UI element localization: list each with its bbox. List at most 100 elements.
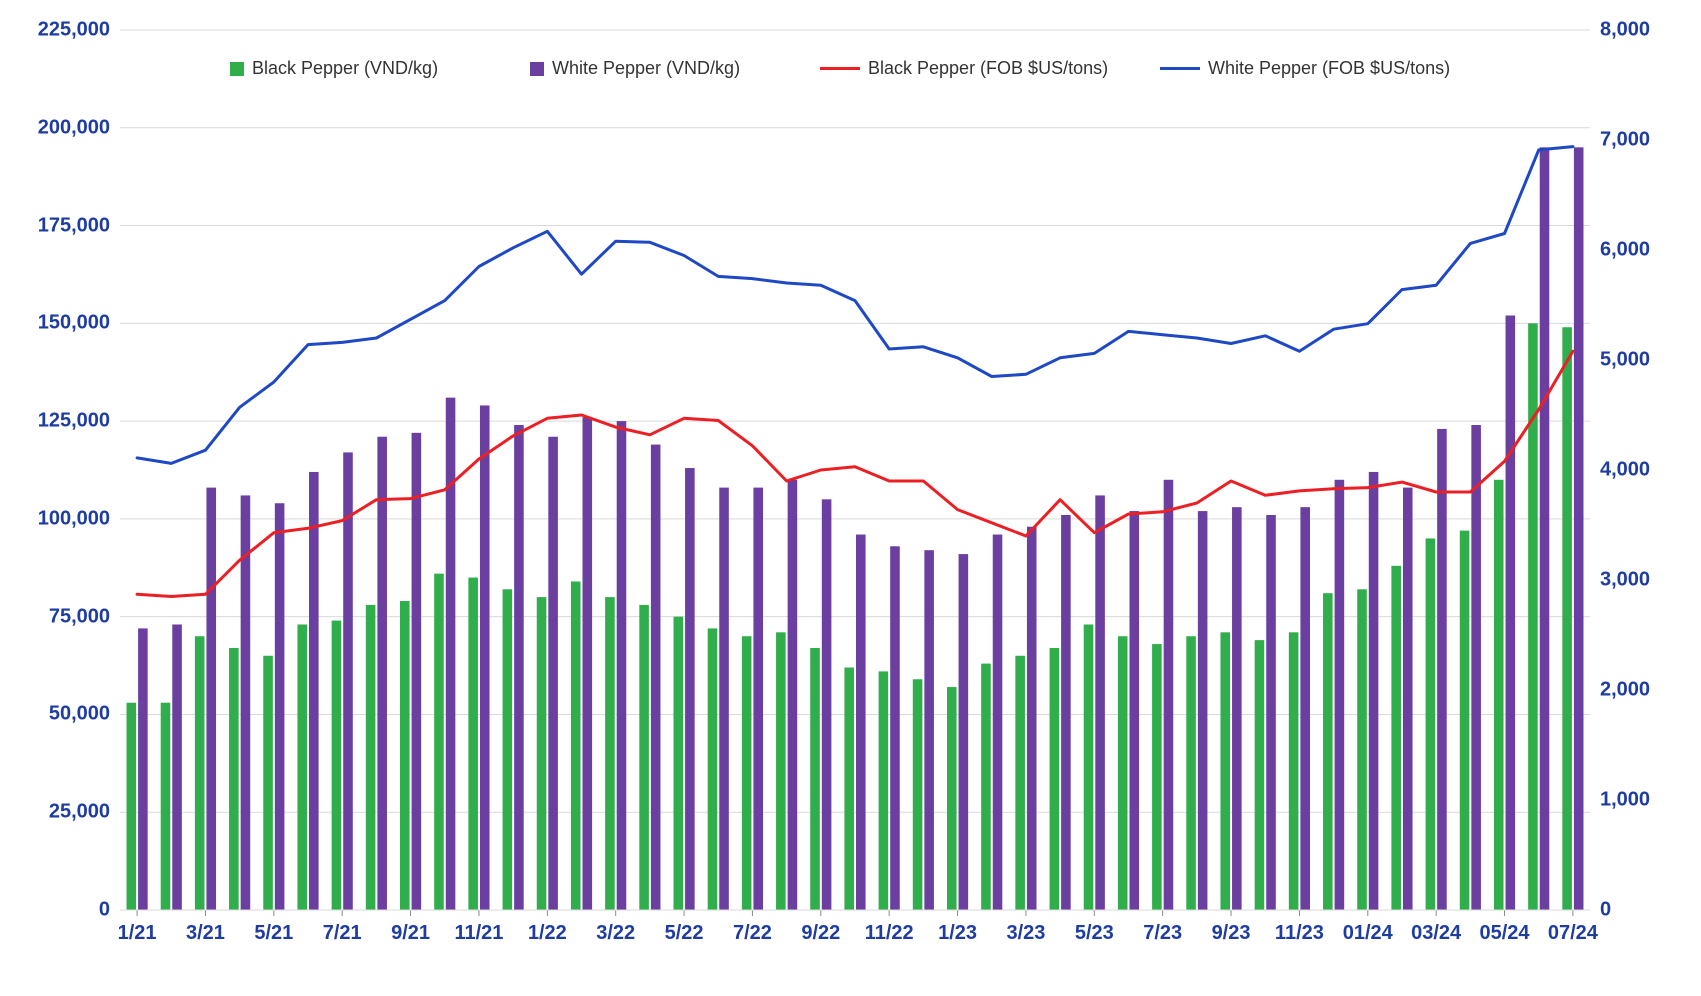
x-tick-label: 5/21 (254, 922, 293, 945)
bar (343, 452, 353, 910)
legend-item: White Pepper (FOB $US/tons) (1160, 58, 1450, 79)
bar (1391, 566, 1401, 910)
bar (1426, 538, 1436, 910)
chart-container: Black Pepper (VND/kg) White Pepper (VND/k… (0, 0, 1701, 996)
x-tick-label: 9/22 (801, 922, 840, 945)
bar (879, 671, 889, 910)
bar (1494, 480, 1504, 910)
bar (332, 621, 342, 910)
x-tick-label: 1/23 (938, 922, 977, 945)
bar (1289, 632, 1299, 910)
bar (468, 578, 478, 910)
legend-label: White Pepper (VND/kg) (552, 58, 740, 79)
bar (1369, 472, 1379, 910)
y-left-tick-label: 75,000 (49, 605, 110, 628)
y-right-tick-label: 1,000 (1600, 789, 1650, 812)
x-tick-label: 5/22 (665, 922, 704, 945)
bar (651, 445, 661, 910)
bar (138, 628, 148, 910)
y-left-tick-label: 50,000 (49, 703, 110, 726)
y-right-tick-label: 5,000 (1600, 349, 1650, 372)
x-tick-label: 03/24 (1411, 922, 1461, 945)
bar (275, 503, 285, 910)
x-tick-label: 3/22 (596, 922, 635, 945)
bar (1540, 147, 1550, 910)
bar (822, 499, 832, 910)
bar (1437, 429, 1447, 910)
bar (412, 433, 422, 910)
bar (776, 632, 786, 910)
bar (1300, 507, 1310, 910)
y-right-tick-label: 6,000 (1600, 239, 1650, 262)
y-right-tick-label: 2,000 (1600, 679, 1650, 702)
bar (514, 425, 524, 910)
x-tick-label: 7/22 (733, 922, 772, 945)
bar (1574, 147, 1584, 910)
x-tick-label: 07/24 (1548, 922, 1598, 945)
bar (297, 624, 307, 910)
x-tick-label: 7/23 (1143, 922, 1182, 945)
bar (1061, 515, 1071, 910)
y-left-tick-label: 200,000 (38, 116, 110, 139)
legend-item: Black Pepper (VND/kg) (230, 58, 438, 79)
legend-swatch-line (1160, 67, 1200, 70)
bar (719, 488, 729, 910)
x-tick-label: 5/23 (1075, 922, 1114, 945)
legend-item: Black Pepper (FOB $US/tons) (820, 58, 1108, 79)
bar (1084, 624, 1094, 910)
bar (1129, 511, 1139, 910)
bar (617, 421, 627, 910)
bar (1152, 644, 1162, 910)
bar (1232, 507, 1242, 910)
bar (993, 535, 1003, 910)
bar (753, 488, 763, 910)
bar (503, 589, 513, 910)
bar (480, 405, 490, 910)
bar (673, 617, 683, 910)
legend-label: Black Pepper (VND/kg) (252, 58, 438, 79)
legend-swatch-line (820, 67, 860, 70)
bar (708, 628, 718, 910)
x-tick-label: 9/23 (1212, 922, 1251, 945)
bar (1186, 636, 1196, 910)
bar (959, 554, 969, 910)
bar (400, 601, 410, 910)
x-tick-label: 11/23 (1275, 922, 1324, 945)
bar (1460, 531, 1470, 910)
y-left-tick-label: 125,000 (38, 410, 110, 433)
pepper-price-chart (0, 0, 1701, 996)
x-tick-label: 1/21 (118, 922, 157, 945)
bar (742, 636, 752, 910)
bar (1403, 488, 1413, 910)
bar (1562, 327, 1572, 910)
x-tick-label: 05/24 (1480, 922, 1530, 945)
bar (434, 574, 444, 910)
bar (639, 605, 649, 910)
legend-item: White Pepper (VND/kg) (530, 58, 740, 79)
bar (1220, 632, 1230, 910)
bar (1027, 527, 1037, 910)
bar (605, 597, 615, 910)
bar (1015, 656, 1025, 910)
y-right-tick-label: 3,000 (1600, 569, 1650, 592)
x-tick-label: 1/22 (528, 922, 567, 945)
x-tick-label: 3/21 (186, 922, 225, 945)
bar (890, 546, 900, 910)
x-tick-label: 01/24 (1343, 922, 1393, 945)
bar (924, 550, 934, 910)
legend-label: White Pepper (FOB $US/tons) (1208, 58, 1450, 79)
bar (583, 417, 593, 910)
bar (1266, 515, 1276, 910)
bar (127, 703, 137, 910)
bar (571, 581, 581, 910)
y-right-tick-label: 8,000 (1600, 19, 1650, 42)
y-left-tick-label: 150,000 (38, 312, 110, 335)
y-left-tick-label: 225,000 (38, 19, 110, 42)
x-tick-label: 3/23 (1006, 922, 1045, 945)
bar (161, 703, 171, 910)
bar (844, 668, 854, 910)
bar (446, 398, 456, 910)
bar (377, 437, 387, 910)
legend-label: Black Pepper (FOB $US/tons) (868, 58, 1108, 79)
legend-swatch-bar (530, 62, 544, 76)
